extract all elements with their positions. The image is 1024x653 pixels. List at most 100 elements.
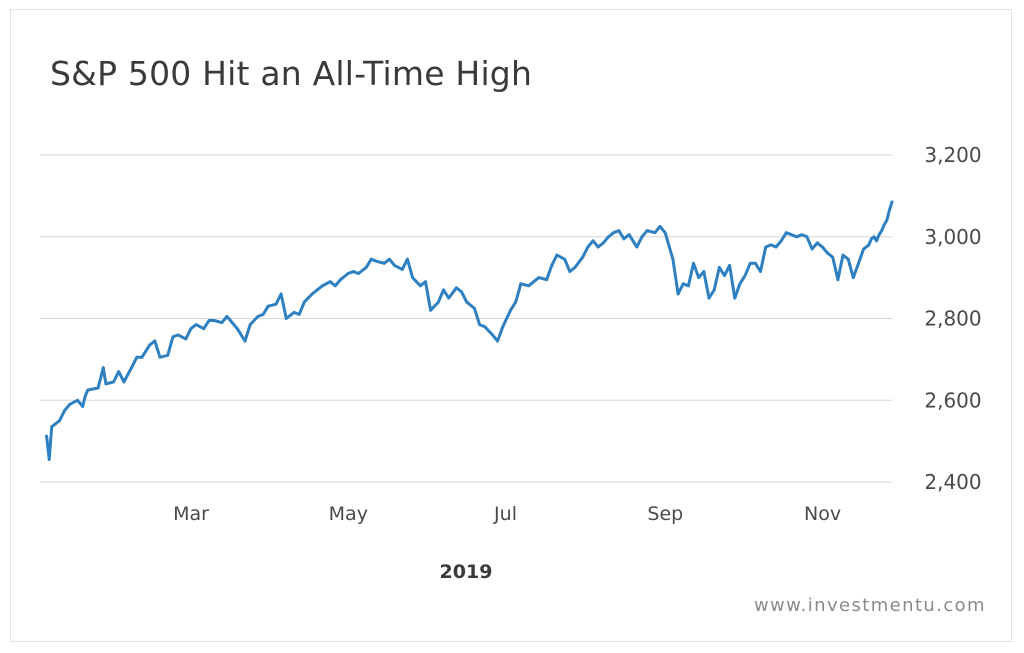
data-point [212, 319, 216, 322]
data-point [315, 288, 319, 292]
data-point [96, 386, 100, 390]
data-point [885, 219, 889, 222]
data-point [805, 235, 809, 239]
data-point [478, 323, 481, 326]
data-point [333, 284, 337, 288]
data-point [83, 394, 87, 398]
data-point [607, 235, 610, 239]
data-point [870, 237, 873, 241]
data-point [135, 355, 139, 359]
data-point [890, 200, 894, 204]
data-point [707, 296, 711, 300]
data-point [279, 292, 283, 296]
data-point [790, 233, 793, 237]
data-point [591, 239, 595, 243]
data-point [166, 353, 170, 357]
data-point [346, 272, 350, 275]
data-point [351, 270, 355, 273]
data-point [76, 398, 79, 402]
data-point [230, 321, 234, 324]
data-point [743, 274, 747, 277]
data-point [148, 343, 152, 347]
data-point [738, 282, 742, 286]
data-point [491, 333, 494, 337]
data-point [759, 270, 762, 273]
data-point [784, 231, 788, 235]
data-point [612, 231, 615, 235]
series-line [45, 200, 894, 461]
data-point [514, 300, 518, 304]
data-point [586, 245, 590, 249]
data-point [532, 280, 536, 284]
data-point [393, 264, 396, 267]
data-point [375, 259, 378, 263]
data-point [723, 274, 726, 277]
gridlines [40, 154, 892, 483]
data-point [86, 388, 90, 392]
data-point [774, 245, 778, 249]
data-point [687, 284, 690, 288]
data-point [851, 276, 855, 279]
data-point [202, 327, 206, 331]
data-point [496, 339, 499, 343]
data-point [733, 296, 737, 300]
data-point [702, 270, 706, 273]
data-point [256, 315, 260, 318]
data-point [153, 339, 157, 343]
data-point [872, 235, 876, 239]
data-point [292, 311, 296, 314]
x-tick-label: May [329, 503, 368, 525]
data-point [101, 366, 105, 369]
y-tick-label: 2,600 [924, 388, 981, 412]
data-point [194, 323, 198, 326]
data-point [882, 223, 886, 226]
data-point [831, 255, 835, 259]
data-point [857, 261, 860, 265]
data-point [429, 308, 432, 312]
data-point [617, 229, 621, 233]
data-point [176, 333, 180, 337]
data-point [243, 339, 247, 343]
data-point [122, 380, 126, 384]
data-point [63, 409, 66, 412]
data-point [261, 313, 265, 316]
data-point [826, 251, 829, 255]
data-point [815, 241, 819, 245]
data-point [555, 253, 559, 257]
data-point [596, 245, 600, 249]
data-point [728, 264, 731, 267]
data-point [81, 405, 85, 408]
data-point [573, 266, 577, 269]
data-point [795, 235, 798, 239]
data-point [769, 243, 773, 247]
data-point [357, 272, 360, 275]
data-point [437, 300, 440, 304]
data-point [653, 231, 657, 235]
data-point [411, 276, 414, 279]
data-point [248, 323, 252, 326]
data-point [321, 284, 324, 288]
data-point [447, 296, 451, 300]
data-point [671, 257, 675, 261]
data-point [400, 268, 404, 271]
data-point [274, 302, 278, 306]
data-point [501, 325, 505, 329]
data-point [364, 266, 368, 269]
data-point [640, 235, 644, 239]
data-point [266, 304, 270, 308]
data-point [875, 239, 878, 243]
data-point [473, 306, 476, 310]
data-point [712, 288, 716, 292]
data-point [117, 370, 121, 373]
data-point [717, 266, 721, 269]
x-axis-label: 2019 [440, 561, 493, 583]
x-tick-label: Nov [804, 503, 841, 525]
data-point [658, 225, 662, 228]
data-point [800, 233, 804, 237]
data-point [184, 337, 188, 341]
x-axis-ticks: Mar May Jul Sep Nov [173, 503, 841, 525]
data-point [455, 286, 458, 290]
data-point [601, 241, 605, 245]
data-point [846, 257, 850, 261]
chart-frame [10, 9, 1012, 642]
